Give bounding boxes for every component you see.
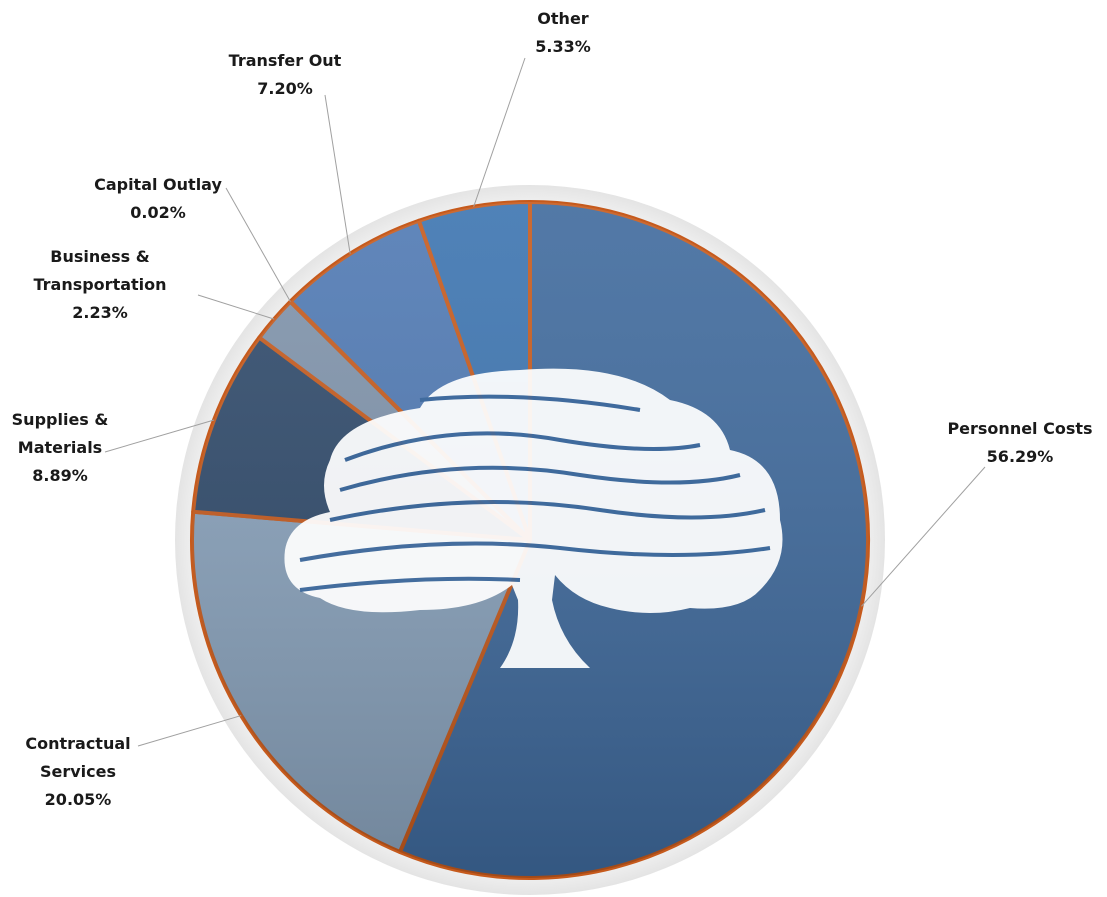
slice-value-label: 5.33% (535, 37, 591, 56)
slice-label: Business & Transportation 2.23% (33, 247, 166, 322)
leader-line (861, 466, 986, 607)
slice-name-label: Personnel Costs (947, 419, 1092, 438)
tree-logo (284, 368, 783, 668)
slice-name-label: Transfer Out (229, 51, 342, 70)
leader-line (104, 419, 215, 453)
slice-name-label: Other (537, 9, 588, 28)
leader-line (197, 294, 275, 320)
slice-name-label: Contractual (25, 734, 130, 753)
slice-label: Capital Outlay 0.02% (94, 175, 222, 222)
slice-name-label: Services (40, 762, 116, 781)
leader-line (324, 94, 351, 254)
slice-name-label: Supplies & (12, 410, 109, 429)
slice-label: Other 5.33% (535, 9, 591, 56)
leader-line (473, 57, 526, 207)
slice-label: Supplies & Materials 8.89% (12, 410, 109, 485)
slice-label: Contractual Services 20.05% (25, 734, 130, 809)
slice-label: Personnel Costs 56.29% (947, 419, 1092, 466)
slice-value-label: 2.23% (72, 303, 128, 322)
slice-value-label: 7.20% (257, 79, 313, 98)
leader-lines (104, 57, 986, 747)
slice-name-label: Materials (18, 438, 102, 457)
leader-line (225, 187, 291, 302)
slice-name-label: Transportation (33, 275, 166, 294)
slice-label: Transfer Out 7.20% (229, 51, 342, 98)
slice-value-label: 8.89% (32, 466, 88, 485)
leader-line (137, 715, 242, 747)
slice-name-label: Capital Outlay (94, 175, 222, 194)
slice-name-label: Business & (50, 247, 149, 266)
slice-value-label: 56.29% (987, 447, 1054, 466)
slice-labels: Personnel Costs 56.29% Contractual Services… (12, 9, 1093, 809)
slice-value-label: 0.02% (130, 203, 186, 222)
slice-value-label: 20.05% (45, 790, 112, 809)
